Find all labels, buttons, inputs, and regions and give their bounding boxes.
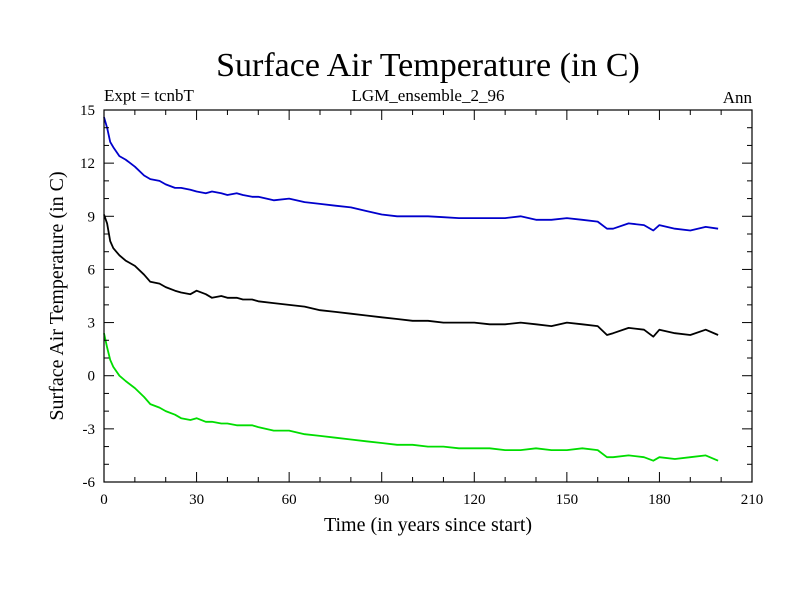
x-tick-label: 210 [741, 492, 764, 508]
y-axis-label: Surface Air Temperature (in C) [46, 171, 68, 420]
y-tick-label: -3 [83, 422, 96, 438]
y-tick-label: 0 [88, 369, 96, 385]
x-tick-label: 150 [556, 492, 579, 508]
experiment-label: Expt = tcnbT [104, 86, 194, 105]
x-axis-label: Time (in years since start) [324, 514, 532, 536]
y-tick-label: -6 [83, 475, 96, 491]
series-layer [103, 116, 719, 462]
ensemble-label: LGM_ensemble_2_96 [352, 86, 505, 105]
x-tick-label: 0 [100, 492, 108, 508]
plot-frame [103, 109, 753, 483]
x-tick-label: 90 [374, 492, 389, 508]
y-axis-ticks: -6 -3 0 3 6 9 12 15 [80, 103, 752, 491]
x-axis-ticks: 0 30 60 90 120 150 180 210 [100, 110, 763, 508]
series-line-black [103, 214, 719, 338]
y-tick-label: 12 [80, 156, 95, 172]
x-tick-label: 180 [648, 492, 671, 508]
series-line-green [103, 333, 719, 462]
y-tick-label: 3 [88, 316, 96, 332]
y-tick-label: 6 [88, 262, 96, 278]
season-label: Ann [723, 88, 753, 107]
y-tick-label: 9 [88, 209, 96, 225]
x-tick-label: 120 [463, 492, 486, 508]
series-line-blue [103, 116, 719, 232]
y-tick-label: 15 [80, 103, 95, 119]
x-tick-label: 60 [282, 492, 297, 508]
x-tick-label: 30 [189, 492, 204, 508]
chart-title: Surface Air Temperature (in C) [216, 47, 640, 84]
